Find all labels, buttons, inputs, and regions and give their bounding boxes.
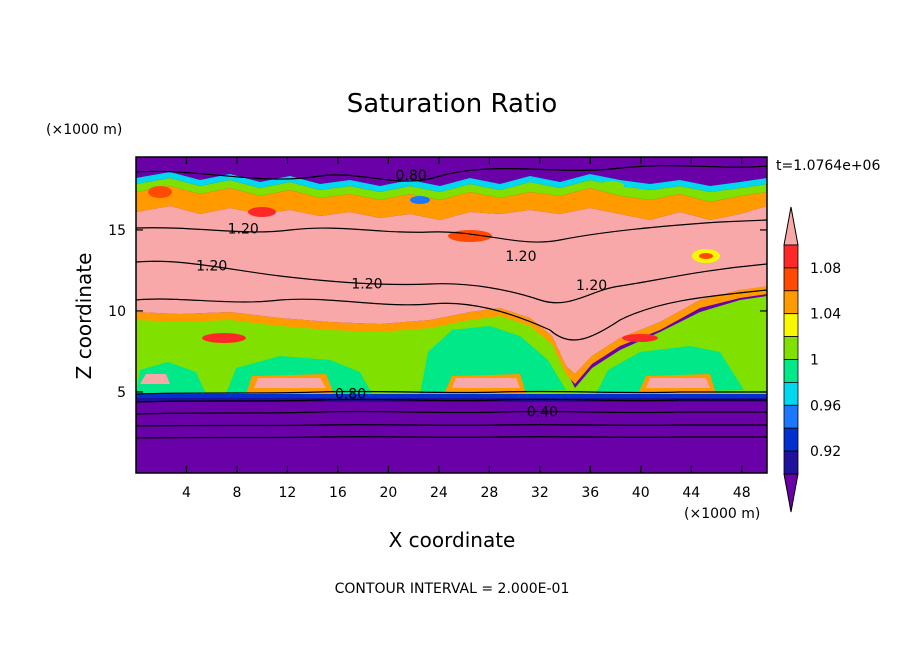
field-lower-cell-a-pink xyxy=(254,378,326,388)
field-upper-pink xyxy=(136,206,767,374)
y-unit-label: (×1000 m) xyxy=(46,122,122,138)
colorbar-extend-top xyxy=(783,206,799,246)
x-tick-label: 36 xyxy=(581,485,599,501)
x-tick-label: 24 xyxy=(430,485,448,501)
x-tick-label: 16 xyxy=(329,485,347,501)
x-tick-label: 44 xyxy=(682,485,700,501)
colorbar-swatch xyxy=(783,267,799,292)
colorbar-swatch xyxy=(783,244,799,269)
blob-red-e xyxy=(202,333,246,343)
x-tick-label: 12 xyxy=(279,485,297,501)
contour-label: 1.20 xyxy=(351,276,382,292)
blob-red-a xyxy=(248,207,276,217)
field-mid-teal-d xyxy=(136,362,206,394)
colorbar-swatch xyxy=(783,336,799,360)
colorbar-label: 1.04 xyxy=(810,307,841,323)
contour-label: 0.80 xyxy=(396,168,427,184)
colorbar-swatch xyxy=(783,404,799,429)
contour-labels: 0.80 1.20 1.20 1.20 1.20 1.20 0.80 0.40 xyxy=(196,168,607,421)
contour-lines xyxy=(136,165,767,439)
chart-title: Saturation Ratio xyxy=(347,89,558,119)
x-unit-label: (×1000 m) xyxy=(684,506,760,522)
colorbar-swatch xyxy=(783,359,799,383)
colorbar-swatch xyxy=(783,290,799,315)
y-tick-label: 10 xyxy=(108,304,126,320)
field-top-band-orange xyxy=(136,186,767,220)
y-axis: 5 10 15 xyxy=(108,223,767,401)
colorbar-swatch xyxy=(783,313,799,338)
field-top-band-cyan xyxy=(136,172,767,192)
x-tick-label: 32 xyxy=(531,485,549,501)
field-lower-cell-b-pink xyxy=(452,378,520,388)
colorbar-swatch xyxy=(783,427,799,452)
contour-label: 1.20 xyxy=(228,221,259,237)
contour-label: 1.20 xyxy=(505,249,536,265)
y-tick-label: 5 xyxy=(117,385,126,401)
colorbar: 0.92 0.96 1 1.04 1.08 xyxy=(783,206,841,513)
x-axis: 4 8 12 16 20 24 28 32 36 40 44 48 xyxy=(182,157,751,501)
field-lower-cell-d xyxy=(140,374,170,384)
contour-label: 1.20 xyxy=(196,259,227,275)
colorbar-label: 1.08 xyxy=(810,261,841,277)
field-lower-cell-c-pink xyxy=(646,378,710,388)
x-tick-label: 8 xyxy=(232,485,241,501)
x-tick-label: 48 xyxy=(733,485,751,501)
contour-label: 0.80 xyxy=(335,387,366,403)
colorbar-swatch xyxy=(783,450,799,475)
contour-label: 1.20 xyxy=(576,278,607,294)
x-tick-label: 4 xyxy=(182,485,191,501)
contour-label: 0.40 xyxy=(527,404,558,420)
contour-interval-footer: CONTOUR INTERVAL = 2.000E-01 xyxy=(335,581,570,597)
field-base-band-blue xyxy=(136,394,767,398)
colorbar-label: 0.92 xyxy=(810,444,841,460)
blob-blue-a xyxy=(410,196,430,204)
field-band-orange xyxy=(136,284,767,384)
x-axis-title: X coordinate xyxy=(389,528,516,552)
colorbar-swatch xyxy=(783,381,799,406)
blob-red-b xyxy=(148,186,172,198)
colorbar-label: 1 xyxy=(810,353,819,369)
x-tick-label: 28 xyxy=(480,485,498,501)
y-axis-title: Z coordinate xyxy=(72,253,96,380)
blob-red-c xyxy=(699,253,713,259)
x-tick-label: 20 xyxy=(379,485,397,501)
y-tick-label: 15 xyxy=(108,223,126,239)
x-tick-label: 40 xyxy=(632,485,650,501)
plot-area: 0.80 1.20 1.20 1.20 1.20 1.20 0.80 0.40 xyxy=(136,157,767,473)
colorbar-label: 0.96 xyxy=(810,398,841,414)
colorbar-extend-bottom xyxy=(783,473,799,513)
plot-frame xyxy=(135,156,768,474)
blob-red-f xyxy=(622,334,658,342)
time-label: t=1.0764e+06 xyxy=(776,158,880,174)
blob-green-a xyxy=(600,181,624,191)
